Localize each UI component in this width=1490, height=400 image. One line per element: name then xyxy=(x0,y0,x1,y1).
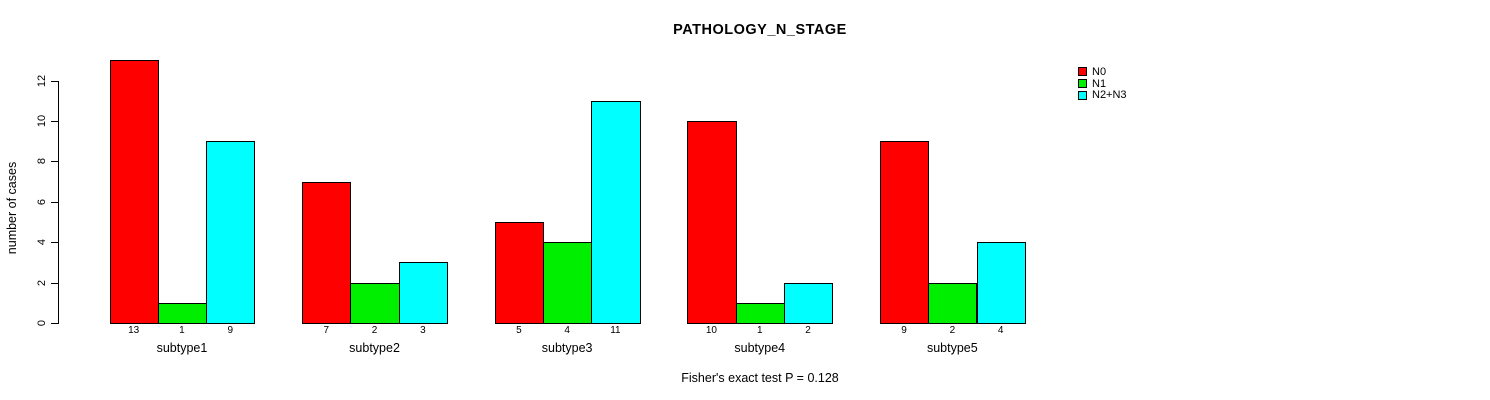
category-label-subtype4: subtype4 xyxy=(734,341,786,355)
chart-subtitle: Fisher's exact test P = 0.128 xyxy=(681,371,839,385)
category-label-subtype5: subtype5 xyxy=(926,341,978,355)
y-tick xyxy=(51,161,58,163)
bar-subtype2-N1 xyxy=(350,282,400,324)
bar-value-label: 5 xyxy=(516,325,522,336)
y-tick-label: 0 xyxy=(36,319,48,327)
bar-subtype5-N1 xyxy=(928,282,978,324)
legend-label-N2+N3: N2+N3 xyxy=(1092,89,1127,102)
bar-value-label: 2 xyxy=(949,325,956,336)
bar-subtype3-N0 xyxy=(494,222,544,324)
legend-label-N0: N0 xyxy=(1092,65,1107,78)
y-tick xyxy=(51,121,58,122)
bar-value-label: 10 xyxy=(705,325,717,336)
bar-subtype1-N2+N3 xyxy=(206,141,256,324)
legend: N0 N1 N2+N3 xyxy=(1078,66,1127,101)
chart-title: PATHOLOGY_N_STAGE xyxy=(673,22,847,38)
legend-label-N1: N1 xyxy=(1092,77,1107,90)
bar-subtype3-N1 xyxy=(543,242,593,324)
y-tick-label: 4 xyxy=(36,239,48,246)
y-tick xyxy=(51,201,58,203)
bar-value-label: 1 xyxy=(179,325,185,336)
bar-value-label: 7 xyxy=(323,325,330,336)
legend-swatch-N2+N3 xyxy=(1078,90,1087,100)
bar-subtype4-N0 xyxy=(687,121,737,324)
y-axis-title: number of cases xyxy=(5,161,19,255)
y-tick xyxy=(51,282,58,284)
category-label-subtype3: subtype3 xyxy=(541,341,593,355)
bar-value-label: 4 xyxy=(564,325,570,336)
y-tick xyxy=(51,80,58,82)
legend-swatch-N1 xyxy=(1078,79,1087,89)
bar-subtype4-N1 xyxy=(735,302,785,324)
legend-swatch-N0 xyxy=(1078,67,1087,77)
bar-value-label: 3 xyxy=(420,325,426,336)
y-tick xyxy=(51,242,58,244)
y-tick-label: 6 xyxy=(36,198,48,205)
bar-subtype1-N1 xyxy=(157,302,208,324)
bar-value-label: 13 xyxy=(128,325,140,336)
y-tick xyxy=(51,323,58,324)
bar-value-label: 2 xyxy=(805,325,811,336)
legend-item-N0: N0 xyxy=(1078,66,1127,78)
bar-subtype2-N0 xyxy=(302,181,352,324)
y-tick-label: 2 xyxy=(36,279,48,286)
bar-subtype1-N0 xyxy=(109,60,159,324)
bar-subtype4-N2+N3 xyxy=(783,282,834,324)
bar-value-label: 2 xyxy=(371,325,378,336)
y-tick-label: 8 xyxy=(36,158,48,165)
y-axis-line xyxy=(58,80,59,324)
bar-subtype5-N0 xyxy=(879,141,930,324)
bar-value-label: 9 xyxy=(901,325,907,336)
bar-subtype2-N2+N3 xyxy=(398,262,448,324)
bar-value-label: 9 xyxy=(227,325,234,336)
bar-value-label: 1 xyxy=(756,325,763,336)
legend-item-N2+N3: N2+N3 xyxy=(1078,89,1127,101)
category-label-subtype2: subtype2 xyxy=(349,341,400,355)
category-label-subtype1: subtype1 xyxy=(156,341,208,355)
legend-item-N1: N1 xyxy=(1078,78,1127,90)
bar-value-label: 11 xyxy=(610,325,621,336)
bar-subtype5-N2+N3 xyxy=(976,242,1026,324)
y-tick-label: 10 xyxy=(36,114,48,128)
bar-subtype3-N2+N3 xyxy=(591,100,641,324)
y-tick-label: 12 xyxy=(36,74,48,87)
bar-value-label: 4 xyxy=(997,325,1004,336)
